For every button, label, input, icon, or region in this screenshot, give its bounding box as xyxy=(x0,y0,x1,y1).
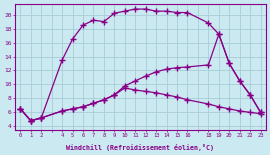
X-axis label: Windchill (Refroidissement éolien,°C): Windchill (Refroidissement éolien,°C) xyxy=(66,144,214,151)
